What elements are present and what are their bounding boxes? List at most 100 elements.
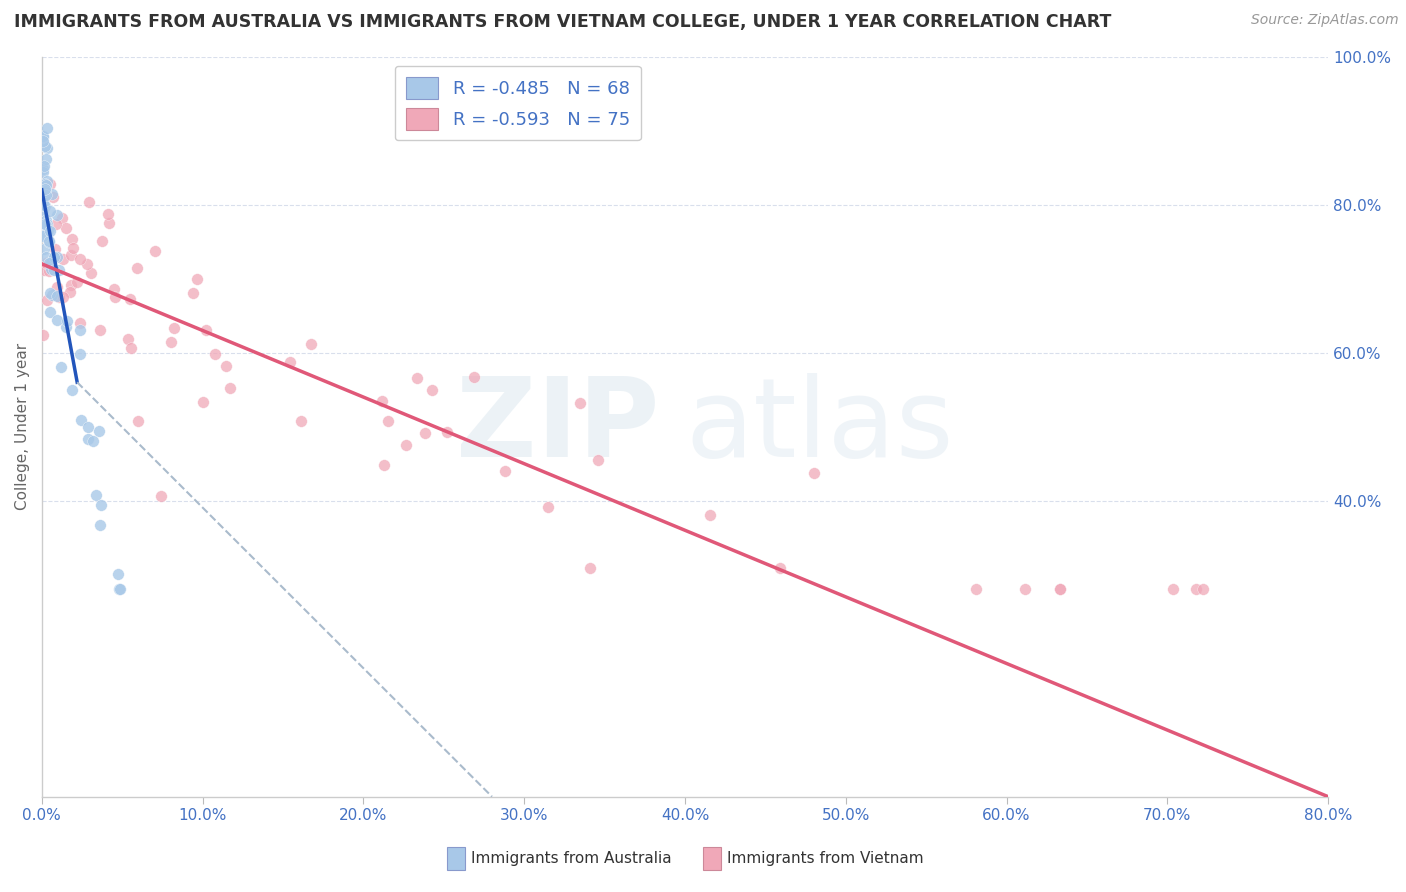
Point [32, 263, 55, 277]
Point [42, 263, 65, 277]
Point [69, 347, 91, 361]
Point [76, 420, 98, 434]
Point [45, 280, 67, 294]
Point [579, 561, 602, 575]
Text: Source: ZipAtlas.com: Source: ZipAtlas.com [1251, 13, 1399, 28]
Point [52, 252, 75, 266]
Point [32, 159, 55, 173]
Text: Immigrants from Australia: Immigrants from Australia [471, 851, 672, 866]
Point [373, 458, 395, 472]
Point [48, 289, 70, 303]
Point [32, 229, 55, 244]
Point [32, 195, 55, 210]
Point [32, 165, 55, 179]
Point [42, 250, 65, 264]
Point [39, 305, 62, 319]
Point [34, 212, 56, 227]
Point [204, 347, 226, 361]
Point [37, 223, 59, 237]
Y-axis label: College, Under 1 year: College, Under 1 year [15, 343, 30, 510]
Point [34, 138, 56, 153]
Point [32, 161, 55, 176]
Point [66, 275, 89, 289]
Point [34, 182, 56, 196]
Point [186, 272, 208, 286]
Point [60, 247, 83, 261]
Point [46, 289, 69, 303]
Point [127, 414, 149, 428]
Point [89, 323, 111, 337]
Point [76, 257, 98, 271]
Point [181, 286, 204, 301]
Point [125, 261, 148, 276]
Point [278, 355, 301, 369]
Point [699, 508, 721, 523]
Point [35, 223, 58, 237]
Point [117, 332, 139, 346]
Point [39, 204, 62, 219]
Point [405, 370, 427, 384]
Point [35, 188, 58, 202]
Point [536, 500, 558, 515]
Point [377, 414, 399, 428]
Point [34, 218, 56, 232]
Point [89, 424, 111, 438]
Point [107, 566, 129, 581]
Point [803, 466, 825, 480]
Text: atlas: atlas [685, 373, 953, 480]
Point [51, 211, 73, 225]
Point [1184, 582, 1206, 597]
Point [59, 277, 82, 292]
Point [299, 337, 322, 351]
Point [1161, 582, 1184, 597]
Point [90, 499, 112, 513]
Point [118, 293, 141, 307]
Point [35, 152, 58, 166]
Point [415, 425, 437, 440]
Point [39, 255, 62, 269]
Point [463, 370, 485, 384]
Point [32, 203, 55, 218]
Point [215, 359, 238, 374]
Point [34, 217, 56, 231]
Point [46, 250, 69, 264]
Point [108, 582, 131, 597]
Point [103, 282, 125, 296]
Point [35, 178, 58, 192]
Point [1192, 582, 1215, 597]
Point [38, 255, 60, 269]
Point [395, 438, 418, 452]
Point [59, 285, 82, 300]
Point [77, 195, 100, 210]
Point [32, 243, 55, 257]
Point [35, 141, 58, 155]
Point [34, 218, 56, 232]
Point [60, 231, 83, 245]
Point [91, 234, 114, 248]
Point [76, 432, 98, 446]
Point [1014, 582, 1036, 597]
Point [32, 130, 55, 145]
Point [420, 384, 443, 398]
Point [69, 316, 91, 330]
Point [569, 396, 592, 410]
Legend: R = -0.485   N = 68, R = -0.593   N = 75: R = -0.485 N = 68, R = -0.593 N = 75 [395, 66, 641, 140]
Point [588, 453, 610, 467]
Point [35, 250, 58, 264]
Point [80, 266, 103, 280]
Point [55, 320, 77, 334]
Point [49, 360, 72, 375]
Text: IMMIGRANTS FROM AUSTRALIA VS IMMIGRANTS FROM VIETNAM COLLEGE, UNDER 1 YEAR CORRE: IMMIGRANTS FROM AUSTRALIA VS IMMIGRANTS … [14, 13, 1111, 31]
Point [45, 313, 67, 327]
Point [48, 263, 70, 277]
Point [38, 264, 60, 278]
Point [69, 413, 91, 427]
Point [163, 321, 186, 335]
Point [97, 207, 120, 221]
Point [39, 286, 62, 301]
Text: Immigrants from Vietnam: Immigrants from Vietnam [727, 851, 924, 866]
Point [149, 489, 172, 503]
Point [35, 179, 58, 194]
Point [1049, 582, 1071, 597]
Point [39, 224, 62, 238]
